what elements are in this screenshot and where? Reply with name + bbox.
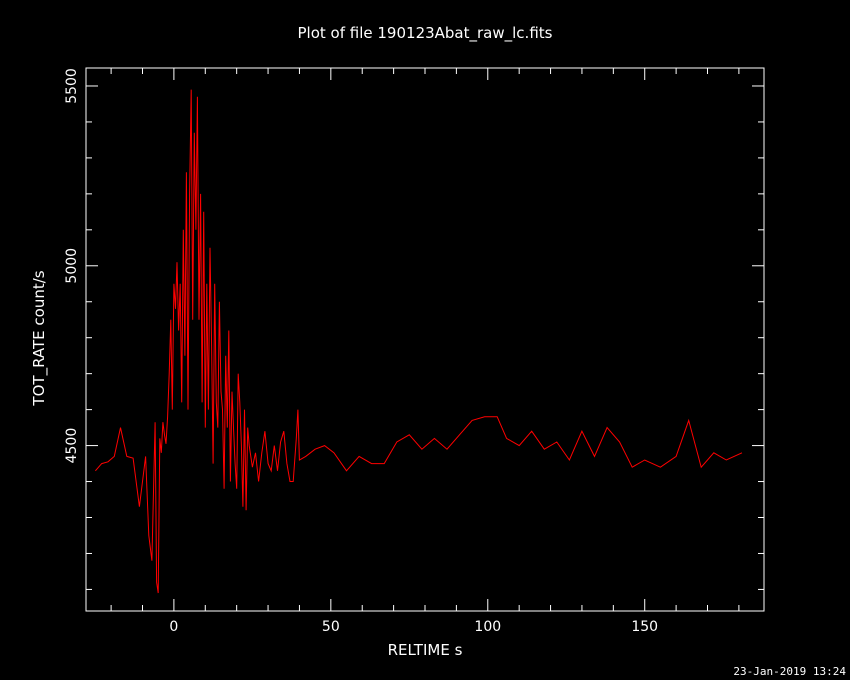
tick-labels: 0 50 100 150 4500 5000 5500	[64, 68, 658, 635]
chart-title: Plot of file 190123Abat_raw_lc.fits	[298, 24, 553, 43]
x-tick-label: 150	[631, 619, 658, 635]
y-axis-label: TOT_RATE count/s	[30, 270, 49, 406]
axis-ticks	[86, 68, 764, 611]
y-tick-label: 5000	[64, 248, 80, 284]
y-tick-label: 5500	[64, 68, 80, 104]
timestamp: 23-Jan-2019 13:24	[733, 665, 846, 678]
tot-rate-series-line	[95, 89, 743, 594]
x-tick-label: 100	[474, 619, 501, 635]
x-tick-label: 0	[169, 619, 178, 635]
x-axis-label: RELTIME s	[388, 641, 463, 659]
y-tick-label: 4500	[64, 428, 80, 464]
x-tick-label: 50	[322, 619, 340, 635]
series-group	[95, 89, 743, 594]
